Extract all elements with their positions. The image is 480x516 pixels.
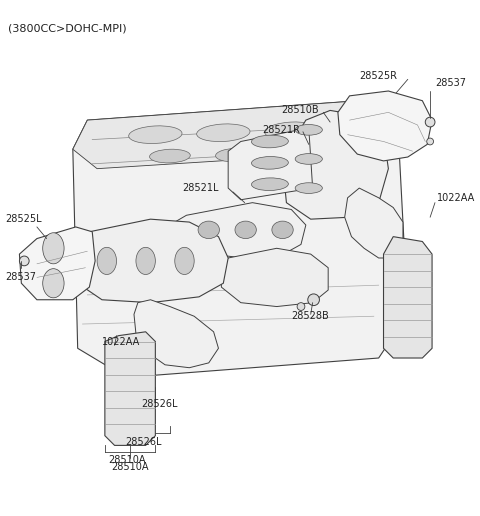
Text: 28521L: 28521L (182, 183, 219, 193)
Polygon shape (173, 203, 306, 258)
Polygon shape (228, 128, 312, 200)
Circle shape (297, 303, 305, 311)
Polygon shape (19, 227, 95, 300)
Ellipse shape (235, 221, 256, 238)
Text: (3800CC>DOHC-MPI): (3800CC>DOHC-MPI) (8, 23, 126, 33)
Text: 1022AA: 1022AA (102, 336, 140, 347)
Text: 28521R: 28521R (262, 125, 300, 135)
Ellipse shape (264, 122, 318, 140)
Text: 28537: 28537 (435, 78, 466, 88)
Ellipse shape (136, 247, 156, 275)
Ellipse shape (97, 247, 117, 275)
Text: 28526L: 28526L (125, 437, 162, 447)
Polygon shape (73, 101, 398, 169)
Ellipse shape (129, 126, 182, 143)
Ellipse shape (252, 178, 288, 190)
Ellipse shape (272, 221, 293, 238)
Polygon shape (384, 237, 432, 358)
Ellipse shape (43, 233, 64, 264)
Circle shape (427, 138, 433, 145)
Ellipse shape (282, 147, 323, 161)
Text: 28510A: 28510A (111, 462, 149, 472)
Circle shape (308, 294, 319, 305)
Ellipse shape (252, 156, 288, 169)
Polygon shape (284, 110, 388, 219)
Text: 28510B: 28510B (282, 105, 319, 116)
Polygon shape (345, 188, 403, 258)
Polygon shape (221, 248, 328, 307)
Polygon shape (73, 101, 408, 377)
Polygon shape (105, 332, 156, 445)
Text: 1022AA: 1022AA (437, 193, 475, 203)
Polygon shape (338, 91, 432, 161)
Ellipse shape (216, 148, 256, 162)
Text: 28526L: 28526L (141, 399, 177, 409)
Ellipse shape (175, 247, 194, 275)
Text: 28525L: 28525L (5, 214, 41, 224)
Polygon shape (76, 219, 228, 303)
Text: 28528B: 28528B (291, 311, 329, 321)
Circle shape (19, 256, 29, 266)
Ellipse shape (295, 154, 323, 164)
Ellipse shape (252, 135, 288, 148)
Ellipse shape (150, 149, 190, 163)
Text: 28525R: 28525R (359, 71, 397, 82)
Ellipse shape (197, 124, 250, 141)
Polygon shape (134, 300, 218, 368)
Text: 28510A: 28510A (109, 455, 146, 465)
Ellipse shape (198, 221, 219, 238)
Circle shape (425, 117, 435, 127)
Text: 28537: 28537 (5, 272, 36, 282)
Ellipse shape (295, 183, 323, 194)
Ellipse shape (43, 269, 64, 298)
Ellipse shape (295, 124, 323, 135)
